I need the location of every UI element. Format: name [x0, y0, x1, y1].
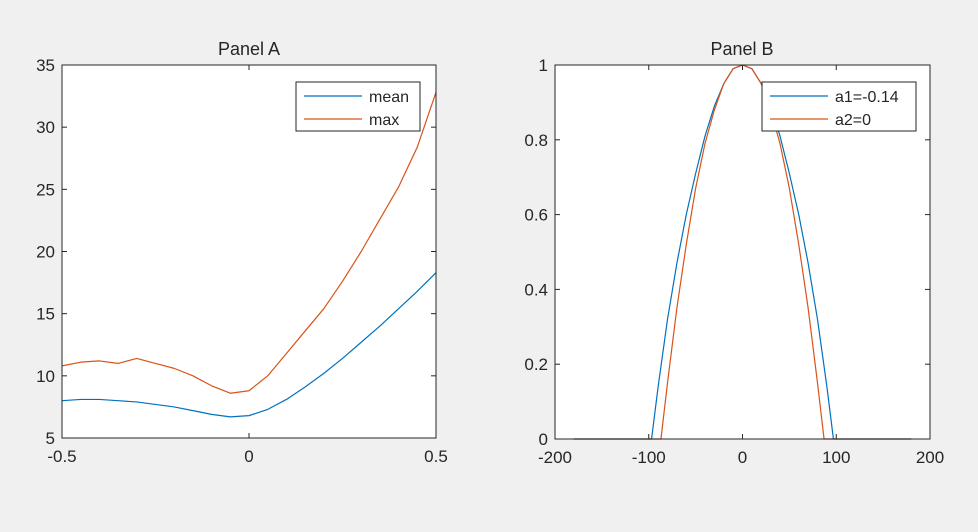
panel-b: Panel B -200 -100 0 100 200 0 0.2 0.4 0.6 0.8 1 a1… — [524, 39, 944, 467]
xtick-label-b-1: -100 — [632, 448, 666, 467]
lines-a — [61, 92, 437, 418]
title-a: Panel A — [218, 39, 280, 59]
ytick-label-a-3: 20 — [36, 243, 55, 262]
ytick-label-b-3: 0.6 — [524, 206, 548, 225]
ytick-label-b-1: 0.2 — [524, 355, 548, 374]
ytick-label-a-1: 10 — [36, 367, 55, 386]
legend-b-label-a1: a1=-0.14 — [835, 89, 899, 106]
xtick-label-b-2: 0 — [738, 448, 747, 467]
xtick-label-a-0: -0.5 — [47, 447, 76, 466]
xtick-label-b-3: 100 — [822, 448, 850, 467]
xtick-label-b-0: -200 — [538, 448, 572, 467]
ytick-label-b-2: 0.4 — [524, 280, 548, 299]
series-a-2 — [61, 92, 437, 394]
legend-b-label-a2: a2=0 — [835, 112, 871, 129]
legend-a-box — [295, 81, 421, 132]
legend-b[interactable]: a1=-0.14 a2=0 — [761, 81, 917, 132]
xtick-label-a-1: 0 — [244, 447, 253, 466]
panel-a: Panel A -0.5 0 0.5 5 10 15 20 25 30 35 mean max — [36, 39, 448, 466]
legend-a-label-mean: mean — [369, 89, 409, 106]
title-b: Panel B — [710, 39, 773, 59]
legend-a[interactable]: mean max — [295, 81, 421, 132]
ytick-label-a-0: 5 — [46, 429, 55, 448]
ytick-label-b-5: 1 — [539, 56, 548, 75]
ytick-label-a-2: 15 — [36, 305, 55, 324]
ticks-b: -200 -100 0 100 200 0 0.2 0.4 0.6 0.8 1 — [524, 56, 944, 467]
ytick-label-a-5: 30 — [36, 118, 55, 137]
legend-b-box — [761, 81, 917, 132]
xtick-label-b-4: 200 — [916, 448, 944, 467]
ytick-label-b-4: 0.8 — [524, 131, 548, 150]
xtick-label-a-2: 0.5 — [424, 447, 448, 466]
legend-a-label-max: max — [369, 112, 399, 129]
series-a-1 — [61, 272, 437, 418]
ytick-label-b-0: 0 — [539, 430, 548, 449]
ytick-label-a-6: 35 — [36, 56, 55, 75]
ticks-a: -0.5 0 0.5 5 10 15 20 25 30 35 — [36, 56, 448, 466]
ytick-label-a-4: 25 — [36, 180, 55, 199]
